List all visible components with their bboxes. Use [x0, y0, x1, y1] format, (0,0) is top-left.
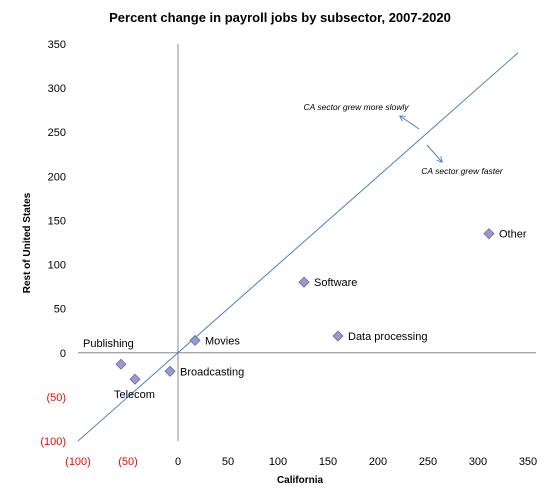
y-tick-label: 0 [60, 348, 66, 360]
arrow-slower [400, 116, 420, 130]
y-axis-title: Rest of United States [22, 192, 33, 293]
axes [78, 44, 536, 441]
y-tick-label: 200 [48, 171, 66, 183]
reference-line-group [77, 52, 519, 442]
data-point-label: Data processing [348, 331, 428, 343]
data-point-marker [115, 358, 127, 370]
y-tick-label: 150 [48, 215, 66, 227]
y-tick-label: 350 [48, 39, 66, 51]
x-tick-label: 150 [319, 456, 337, 468]
x-tick-label: 350 [519, 456, 537, 468]
data-point-marker [332, 330, 344, 342]
data-point-marker [129, 373, 141, 385]
data-point-label: Software [314, 277, 357, 289]
y-tick-label: 50 [54, 304, 66, 316]
x-tick-label: 100 [269, 456, 287, 468]
data-points: Publishing Telecom Broadcasting Movies Softw… [83, 228, 527, 401]
data-point-label: Other [499, 229, 527, 241]
y-tick-label: 250 [48, 127, 66, 139]
annotations: CA sector grew more slowly CA sector gre… [303, 102, 503, 176]
annotation-slower: CA sector grew more slowly [303, 102, 409, 112]
data-point-label: Publishing [83, 338, 134, 350]
y-tick-label: (100) [40, 436, 66, 448]
tick-labels: (100) (50) 0 50 100 150 200 250 300 350 (100) (50) 0… [40, 39, 537, 468]
x-tick-label: 50 [222, 456, 234, 468]
annotation-faster: CA sector grew faster [421, 166, 504, 176]
data-point-marker [298, 276, 310, 288]
x-tick-label: (100) [65, 456, 91, 468]
y-tick-label: (50) [46, 392, 66, 404]
x-tick-label: (50) [118, 456, 138, 468]
data-point-marker [483, 228, 495, 240]
data-point-marker [189, 334, 201, 346]
y-tick-label: 300 [48, 83, 66, 95]
x-tick-label: 200 [369, 456, 387, 468]
x-tick-label: 0 [175, 456, 181, 468]
arrow-faster [426, 144, 442, 162]
data-point-label: Broadcasting [180, 366, 244, 378]
reference-line [77, 52, 519, 442]
y-tick-label: 100 [48, 260, 66, 272]
data-point-label: Movies [205, 335, 240, 347]
data-point-marker [164, 365, 176, 377]
x-axis-title: California [277, 475, 324, 486]
data-point-label: Telecom [114, 389, 155, 401]
chart-title: Percent change in payroll jobs by subsec… [109, 10, 451, 25]
x-tick-label: 250 [419, 456, 437, 468]
x-tick-label: 300 [469, 456, 487, 468]
